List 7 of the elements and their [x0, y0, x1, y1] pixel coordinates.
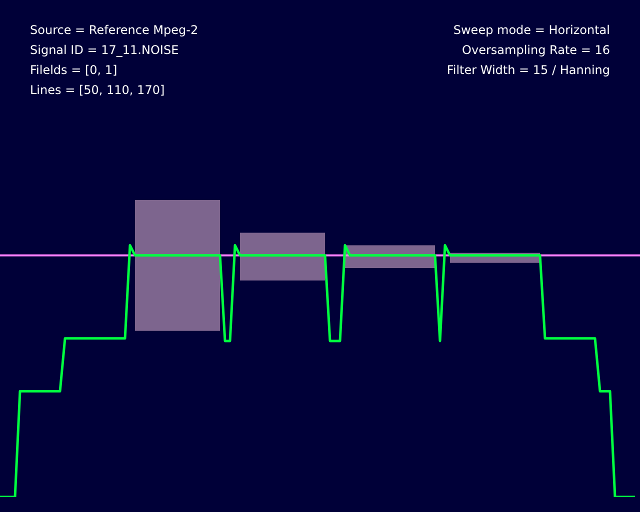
text: Lines = [50, 110, 170]	[30, 82, 166, 99]
text: Filter Width = 15 / Hanning	[446, 62, 610, 79]
source-note: Source = Reference Mpeg-2	[30, 22, 200, 39]
text: Signal ID = 17_11.NOISE	[30, 42, 180, 59]
text: Sweep mode = Horizontal	[452, 22, 610, 39]
text: Filelds = [0, 1]	[30, 62, 118, 79]
text: Oversampling Rate = 16	[461, 42, 610, 59]
